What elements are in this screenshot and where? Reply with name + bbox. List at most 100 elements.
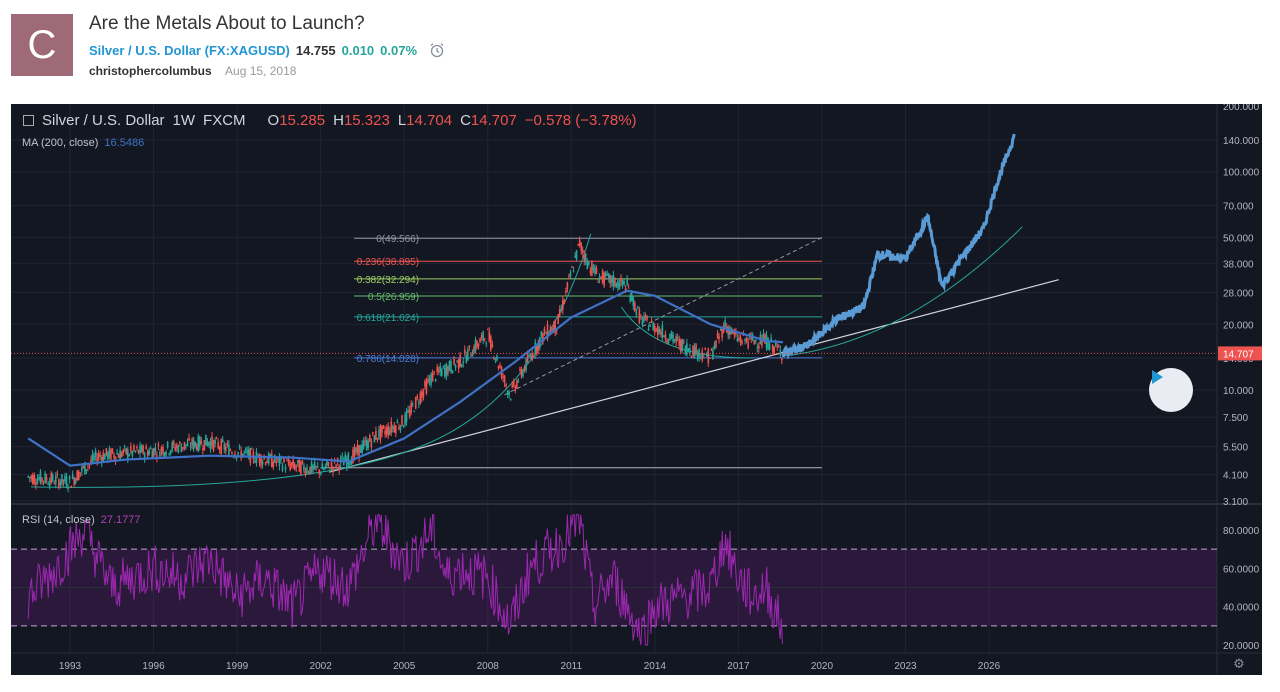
candle-body: [284, 467, 287, 470]
symbol-link[interactable]: Silver / U.S. Dollar (FX:XAGUSD): [89, 42, 290, 58]
rsi-label: RSI (14, close): [22, 514, 95, 526]
candle-body: [658, 329, 661, 333]
candle-body: [589, 270, 592, 273]
alarm-clock-icon[interactable]: [429, 42, 445, 58]
candle-body: [655, 329, 658, 331]
candle-body: [171, 442, 174, 451]
candle-body: [575, 250, 578, 260]
candle-body: [686, 343, 688, 355]
candle-body: [390, 421, 393, 433]
price-axis-label: 100.000: [1223, 168, 1260, 179]
legend-interval: 1W: [172, 112, 196, 129]
candle-body: [247, 449, 250, 457]
candle-body: [226, 443, 229, 445]
play-icon: [1152, 370, 1163, 384]
candle-body: [483, 338, 486, 340]
candle-body: [568, 276, 570, 278]
candle-body: [514, 386, 517, 391]
candle-body: [689, 348, 691, 353]
price-axis-label: 200.000: [1223, 104, 1260, 113]
time-axis-label: 2023: [894, 661, 917, 672]
candle-body: [614, 277, 616, 286]
candle-body: [444, 368, 446, 377]
candle-body: [160, 446, 163, 451]
author-avatar[interactable]: C: [11, 14, 73, 76]
price-axis-label: 28.000: [1223, 288, 1254, 299]
candle-body: [27, 475, 30, 477]
candle-body: [611, 277, 613, 283]
ma-200-line: [27, 289, 784, 467]
candle-body: [341, 456, 344, 458]
candle-body: [637, 306, 639, 308]
candle-body: [405, 410, 408, 422]
candle-body: [56, 473, 59, 475]
candle-body: [586, 261, 589, 270]
candle-body: [401, 415, 403, 426]
legend-open: O15.285: [267, 112, 326, 129]
price-axis-label: 7.500: [1223, 413, 1248, 424]
candle-body: [597, 281, 599, 283]
candle-body: [356, 444, 359, 453]
candle-body: [120, 452, 123, 457]
symbol-code[interactable]: FX:XAGUSD: [208, 42, 286, 58]
author-name[interactable]: christophercolumbus: [89, 64, 212, 78]
ma-label: MA (200, close): [22, 137, 99, 149]
idea-title: Are the Metals About to Launch?: [89, 13, 365, 34]
candle-body: [104, 454, 106, 460]
price-axis-label: 20.000: [1223, 320, 1254, 331]
candle-body: [468, 345, 471, 348]
candle-body: [675, 336, 677, 343]
candle-body: [350, 459, 353, 465]
candle-body: [107, 452, 109, 460]
candle-body: [289, 464, 291, 470]
chart-legend: Silver / U.S. Dollar 1W FXCM O15.285 H15…: [23, 112, 637, 129]
candle-body: [205, 434, 207, 446]
collapse-legend-icon[interactable]: [23, 115, 34, 126]
rsi-line: [27, 514, 783, 646]
settings-gear-icon[interactable]: ⚙: [1233, 656, 1245, 671]
candle-body: [179, 441, 181, 444]
candle-body: [704, 347, 707, 350]
candle-body: [629, 296, 632, 302]
candle-body: [457, 359, 460, 369]
candle-body: [304, 471, 307, 475]
symbol-change-percent: 0.07%: [380, 42, 418, 58]
candle-body: [349, 462, 351, 466]
candle-body: [667, 340, 670, 344]
candle-body: [185, 444, 187, 447]
fib-level-label: 0(49.566): [376, 234, 419, 245]
candle-body: [211, 436, 213, 446]
candle-body: [327, 462, 330, 466]
candle-body: [620, 277, 622, 282]
candle-body: [200, 440, 203, 445]
trend-line-dashed: [504, 236, 823, 396]
candle-body: [520, 369, 523, 377]
rsi-axis-label: 20.0000: [1223, 641, 1260, 652]
symbol-name[interactable]: Silver / U.S. Dollar: [89, 42, 201, 58]
candle-body: [172, 441, 175, 445]
candle-body: [237, 452, 239, 455]
candle-body: [558, 308, 561, 316]
candle-body: [456, 360, 458, 362]
candle-body: [427, 378, 429, 383]
candle-body: [353, 447, 356, 457]
candle-body: [359, 445, 362, 453]
candle-body: [753, 340, 756, 345]
candle-body: [430, 373, 432, 385]
candle-body: [719, 329, 722, 331]
candle-body: [761, 338, 763, 346]
candle-body: [508, 392, 510, 395]
play-button[interactable]: [1149, 368, 1193, 412]
candle-body: [39, 471, 42, 484]
candle-body: [159, 452, 161, 457]
candle-body: [604, 272, 607, 277]
candle-body: [641, 318, 644, 326]
candle-body: [166, 441, 169, 448]
chart-canvas[interactable]: 0(49.566) 0.236(38.895) 0.382(32.294) 0.5(2…: [11, 104, 1262, 675]
candle-body: [581, 249, 584, 254]
candle-body: [114, 456, 117, 462]
candle-body: [522, 371, 524, 377]
candle-body: [128, 454, 131, 457]
chart-container[interactable]: 0(49.566) 0.236(38.895) 0.382(32.294) 0.5(2…: [11, 104, 1262, 675]
candle-body: [408, 410, 411, 417]
